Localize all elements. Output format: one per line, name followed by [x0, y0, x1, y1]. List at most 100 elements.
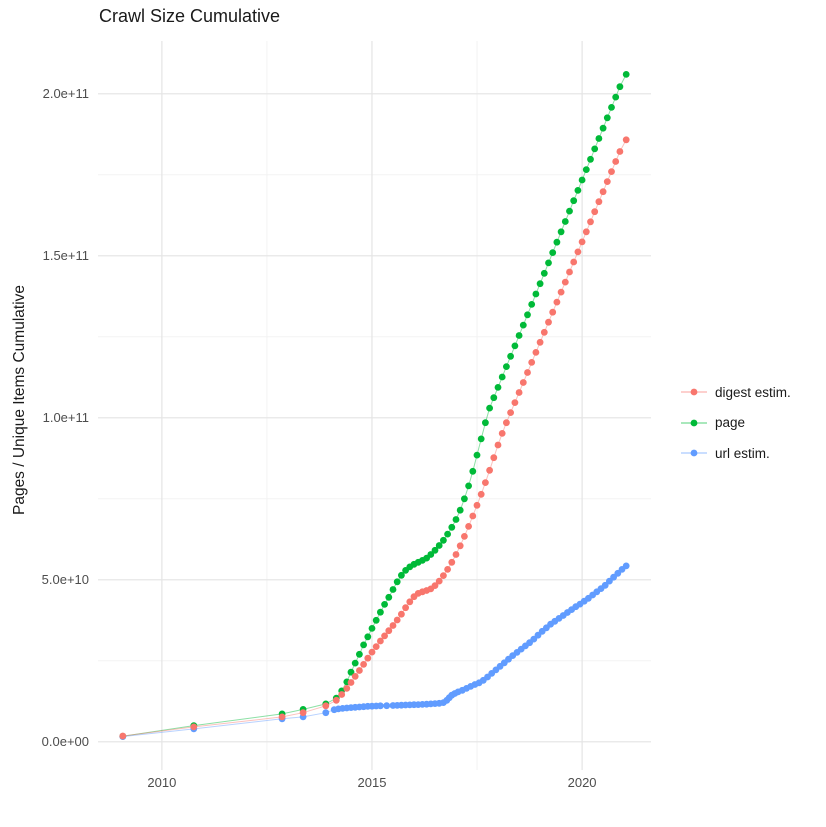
- data-point-page: [578, 176, 586, 184]
- data-point-page: [461, 495, 468, 503]
- data-point-digest-estim: [507, 409, 514, 416]
- data-point-page: [368, 625, 376, 632]
- y-tick-label: 5.0e+10: [41, 571, 89, 587]
- y-tick-label: 1.0e+11: [42, 409, 89, 425]
- data-point-digest-estim: [351, 673, 359, 680]
- data-point-page: [360, 641, 367, 649]
- data-point-digest-estim: [385, 627, 393, 635]
- data-point-url-estim: [601, 581, 609, 589]
- data-point-page: [431, 546, 439, 554]
- y-tick-label: 0.0e+00: [41, 733, 89, 749]
- data-point-digest-estim: [477, 490, 485, 498]
- data-point-digest-estim: [540, 328, 548, 336]
- legend-key-icon: [681, 388, 707, 396]
- legend-label: page: [715, 415, 746, 431]
- data-point-digest-estim: [431, 582, 439, 589]
- data-point-digest-estim: [486, 466, 493, 474]
- data-point-page: [440, 536, 447, 544]
- data-point-digest-estim: [360, 661, 367, 668]
- y-tick-label: 2.0e+11: [42, 85, 89, 101]
- data-point-digest-estim: [528, 359, 536, 366]
- legend-item-url-estim: url estim.: [679, 438, 791, 469]
- data-point-digest-estim: [406, 598, 414, 606]
- data-point-page: [444, 530, 451, 538]
- data-point-digest-estim: [381, 632, 388, 640]
- data-point-page: [608, 104, 615, 111]
- data-point-digest-estim: [338, 691, 346, 698]
- x-tick-label: 2015: [357, 775, 387, 790]
- legend-point-icon: [690, 419, 698, 427]
- data-point-digest-estim: [549, 308, 557, 316]
- data-point-digest-estim: [587, 218, 594, 226]
- data-point-page: [435, 542, 443, 549]
- data-point-digest-estim: [566, 268, 573, 276]
- legend-point-icon: [690, 449, 698, 457]
- data-point-page: [498, 373, 506, 381]
- data-point-digest-estim: [368, 648, 376, 656]
- legend-item-page: page: [679, 408, 791, 439]
- legend-label: digest estim.: [715, 384, 791, 400]
- data-point-page: [540, 269, 548, 277]
- data-point-page: [561, 218, 569, 225]
- data-point-page: [612, 93, 620, 101]
- y-axis-title: Pages / Unique Items Cumulative: [11, 284, 28, 516]
- data-point-page: [507, 352, 514, 360]
- data-point-page: [486, 404, 493, 412]
- data-point-page: [574, 187, 582, 194]
- data-point-digest-estim: [536, 338, 544, 346]
- data-point-digest-estim: [465, 523, 472, 530]
- data-point-page: [448, 523, 456, 531]
- legend-point-icon: [690, 388, 698, 396]
- data-point-digest-estim: [482, 479, 489, 486]
- data-point-digest-estim: [398, 610, 405, 618]
- data-point-page: [570, 197, 578, 205]
- data-point-digest-estim: [299, 709, 307, 717]
- x-tick-label: 2020: [567, 775, 597, 790]
- data-point-page: [427, 551, 435, 558]
- data-point-digest-estim: [515, 389, 523, 396]
- data-point-digest-estim: [435, 577, 443, 585]
- data-point-page: [587, 155, 594, 163]
- data-point-digest-estim: [603, 178, 611, 186]
- data-point-page: [377, 608, 384, 616]
- data-point-page: [532, 290, 540, 298]
- data-point-digest-estim: [574, 248, 582, 256]
- data-point-digest-estim: [364, 654, 372, 662]
- data-point-digest-estim: [591, 208, 599, 216]
- data-point-page: [385, 593, 393, 601]
- data-point-digest-estim: [561, 278, 569, 286]
- data-point-page: [549, 249, 557, 256]
- data-point-digest-estim: [452, 551, 460, 558]
- data-point-digest-estim: [190, 723, 198, 731]
- data-point-digest-estim: [278, 713, 286, 721]
- data-point-digest-estim: [494, 441, 502, 449]
- data-point-digest-estim: [553, 298, 561, 306]
- data-point-digest-estim: [461, 533, 468, 540]
- data-point-digest-estim: [622, 136, 630, 144]
- data-point-digest-estim: [503, 419, 510, 427]
- data-point-digest-estim: [332, 696, 340, 704]
- data-point-digest-estim: [570, 258, 578, 266]
- data-point-digest-estim: [490, 454, 498, 462]
- data-point-digest-estim: [393, 616, 401, 624]
- data-point-digest-estim: [557, 288, 565, 296]
- data-point-page: [381, 601, 388, 608]
- data-point-page: [511, 342, 519, 350]
- data-point-page: [490, 394, 498, 402]
- data-point-digest-estim: [440, 572, 447, 579]
- data-point-digest-estim: [578, 238, 586, 246]
- data-point-page: [465, 482, 472, 490]
- data-point-url-estim: [622, 562, 630, 570]
- data-point-digest-estim: [343, 685, 351, 692]
- data-point-url-estim: [322, 709, 330, 717]
- data-point-digest-estim: [524, 369, 531, 376]
- data-point-digest-estim: [582, 228, 590, 236]
- data-point-page: [469, 467, 477, 475]
- data-point-page: [599, 124, 607, 132]
- data-point-page: [456, 506, 464, 514]
- data-point-digest-estim: [372, 643, 380, 650]
- data-point-page: [494, 384, 502, 391]
- data-point-digest-estim: [519, 379, 527, 386]
- data-point-page: [393, 578, 401, 586]
- data-point-page: [398, 571, 405, 579]
